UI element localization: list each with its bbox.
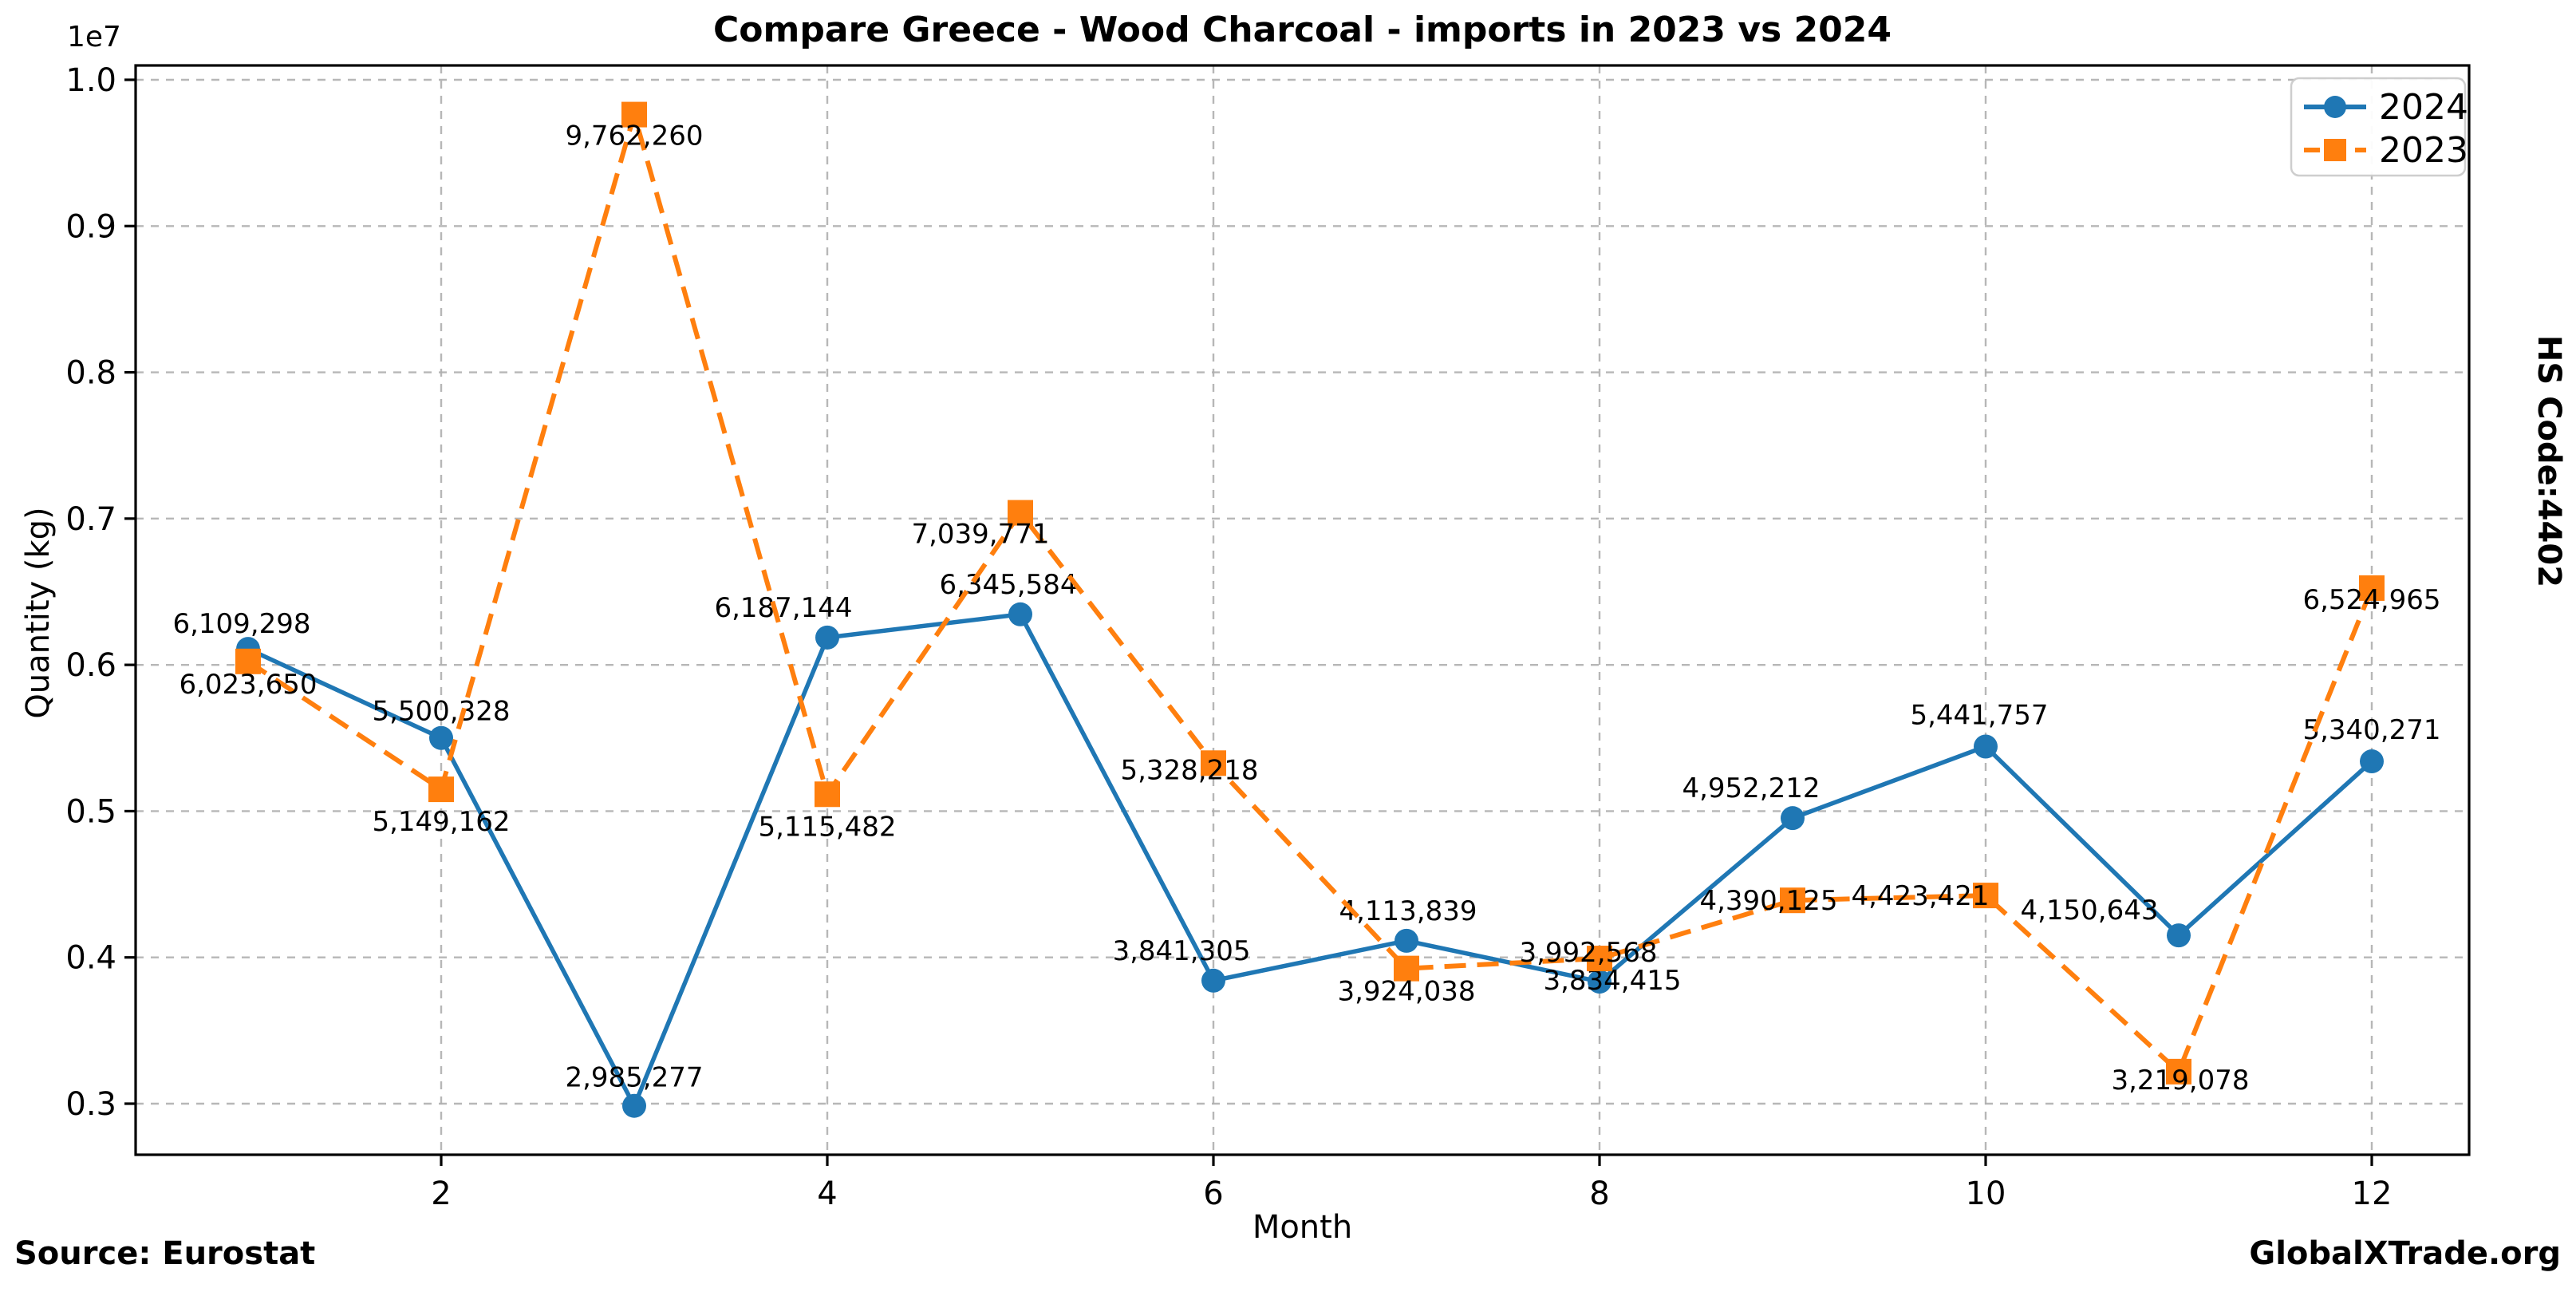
y-tick-label-0.7: 0.7 — [65, 501, 116, 538]
marker-2023-m12 — [2359, 575, 2385, 601]
marker-2024-m3 — [622, 1093, 646, 1118]
data-label-2024-m4: 6,187,144 — [714, 592, 852, 624]
legend-label-2024: 2024 — [2379, 87, 2468, 128]
source-label: Source: Eurostat — [14, 1235, 316, 1272]
data-label-2024-m10: 5,441,757 — [1910, 699, 2048, 731]
y-tick-label-0.8: 0.8 — [65, 355, 116, 392]
y-tick-label-0.5: 0.5 — [65, 793, 116, 830]
legend-entry-2023: 2023 — [2304, 130, 2468, 171]
data-label-2024-m5: 6,345,584 — [939, 569, 1077, 601]
x-tick-label-6: 6 — [1203, 1175, 1223, 1212]
marker-2023-m2 — [428, 776, 454, 803]
legend-marker-2023 — [2324, 139, 2346, 161]
data-label-2023-m12: 6,524,965 — [2302, 584, 2440, 616]
y-tick-label-1.0: 1.0 — [65, 62, 116, 99]
hs-code-label: HS Code:4402 — [2531, 334, 2567, 588]
y-tick-label-0.9: 0.9 — [65, 208, 116, 245]
x-tick-label-4: 4 — [817, 1175, 837, 1212]
marker-2024-m2 — [429, 725, 453, 750]
data-label-2024-m11: 4,150,643 — [2020, 895, 2158, 927]
marker-2024-m10 — [1974, 734, 1998, 759]
data-label-2024-m1: 6,109,298 — [172, 608, 310, 640]
x-tick-label-2: 2 — [431, 1175, 451, 1212]
marker-2023-m10 — [1973, 883, 1998, 909]
y-axis-label: Quantity (kg) — [20, 507, 57, 719]
marker-2023-m3 — [621, 101, 647, 128]
y-tick-label-0.3: 0.3 — [65, 1086, 116, 1123]
marker-2024-m11 — [2167, 923, 2191, 948]
marker-2023-m7 — [1394, 955, 1419, 982]
data-label-2024-m9: 4,952,212 — [1682, 772, 1820, 804]
data-label-2023-m9: 4,390,125 — [1699, 885, 1837, 917]
marker-2023-m8 — [1587, 946, 1612, 972]
series-line-2023 — [247, 112, 2374, 1074]
marker-2024-m8 — [1588, 970, 1611, 994]
x-tick-label-12: 12 — [2352, 1175, 2393, 1212]
marker-2024-m9 — [1781, 806, 1805, 831]
marker-2023-m11 — [2166, 1058, 2191, 1085]
marker-2023-m9 — [1780, 887, 1805, 914]
legend-marker-2024 — [2324, 96, 2346, 118]
marker-2023-m6 — [1201, 750, 1226, 776]
data-label-2023-m2: 5,149,162 — [372, 806, 510, 838]
plot-area — [134, 64, 2471, 1156]
data-label-2023-m4: 5,115,482 — [758, 811, 896, 843]
data-label-2023-m5: 7,039,771 — [911, 519, 1049, 551]
marker-2024-m6 — [1201, 968, 1225, 993]
marker-2024-m4 — [815, 625, 839, 650]
data-label-2023-m1: 6,023,650 — [179, 669, 317, 701]
chart-title: Compare Greece - Wood Charcoal - imports… — [712, 10, 1892, 50]
data-label-2023-m8: 3,992,568 — [1519, 937, 1657, 969]
data-label-2023-m7: 3,924,038 — [1337, 976, 1475, 1008]
data-label-2024-m2: 5,500,328 — [372, 696, 510, 728]
data-label-2023-m6: 5,328,218 — [1120, 754, 1258, 786]
marker-2024-m5 — [1008, 602, 1032, 626]
legend-entry-2024: 2024 — [2304, 87, 2468, 128]
y-tick-label-0.4: 0.4 — [65, 940, 116, 977]
brand-label: GlobalXTrade.org — [2249, 1235, 2561, 1272]
y-axis-offset-text: 1e7 — [67, 21, 121, 53]
data-label-2023-m3: 9,762,260 — [565, 121, 703, 152]
legend-label-2023: 2023 — [2379, 130, 2468, 171]
marker-2023-m4 — [815, 781, 840, 808]
data-label-2024-m3: 2,985,277 — [565, 1062, 703, 1094]
marker-2023-m1 — [235, 648, 261, 674]
data-label-2024-m6: 3,841,305 — [1112, 935, 1250, 967]
data-label-2024-m12: 5,340,271 — [2302, 714, 2440, 746]
data-label-2023-m11: 3,219,078 — [2111, 1065, 2249, 1096]
x-tick-label-10: 10 — [1966, 1175, 2006, 1212]
data-label-2024-m7: 4,113,839 — [1339, 895, 1477, 927]
x-tick-label-8: 8 — [1589, 1175, 1609, 1212]
marker-2023-m5 — [1008, 500, 1033, 526]
x-axis-label: Month — [1252, 1209, 1353, 1246]
series-line-2024 — [247, 612, 2373, 1108]
marker-2024-m7 — [1395, 928, 1418, 953]
y-tick-label-0.6: 0.6 — [65, 647, 116, 684]
data-label-2023-m10: 4,423,421 — [1851, 880, 1989, 912]
marker-2024-m12 — [2360, 749, 2384, 774]
